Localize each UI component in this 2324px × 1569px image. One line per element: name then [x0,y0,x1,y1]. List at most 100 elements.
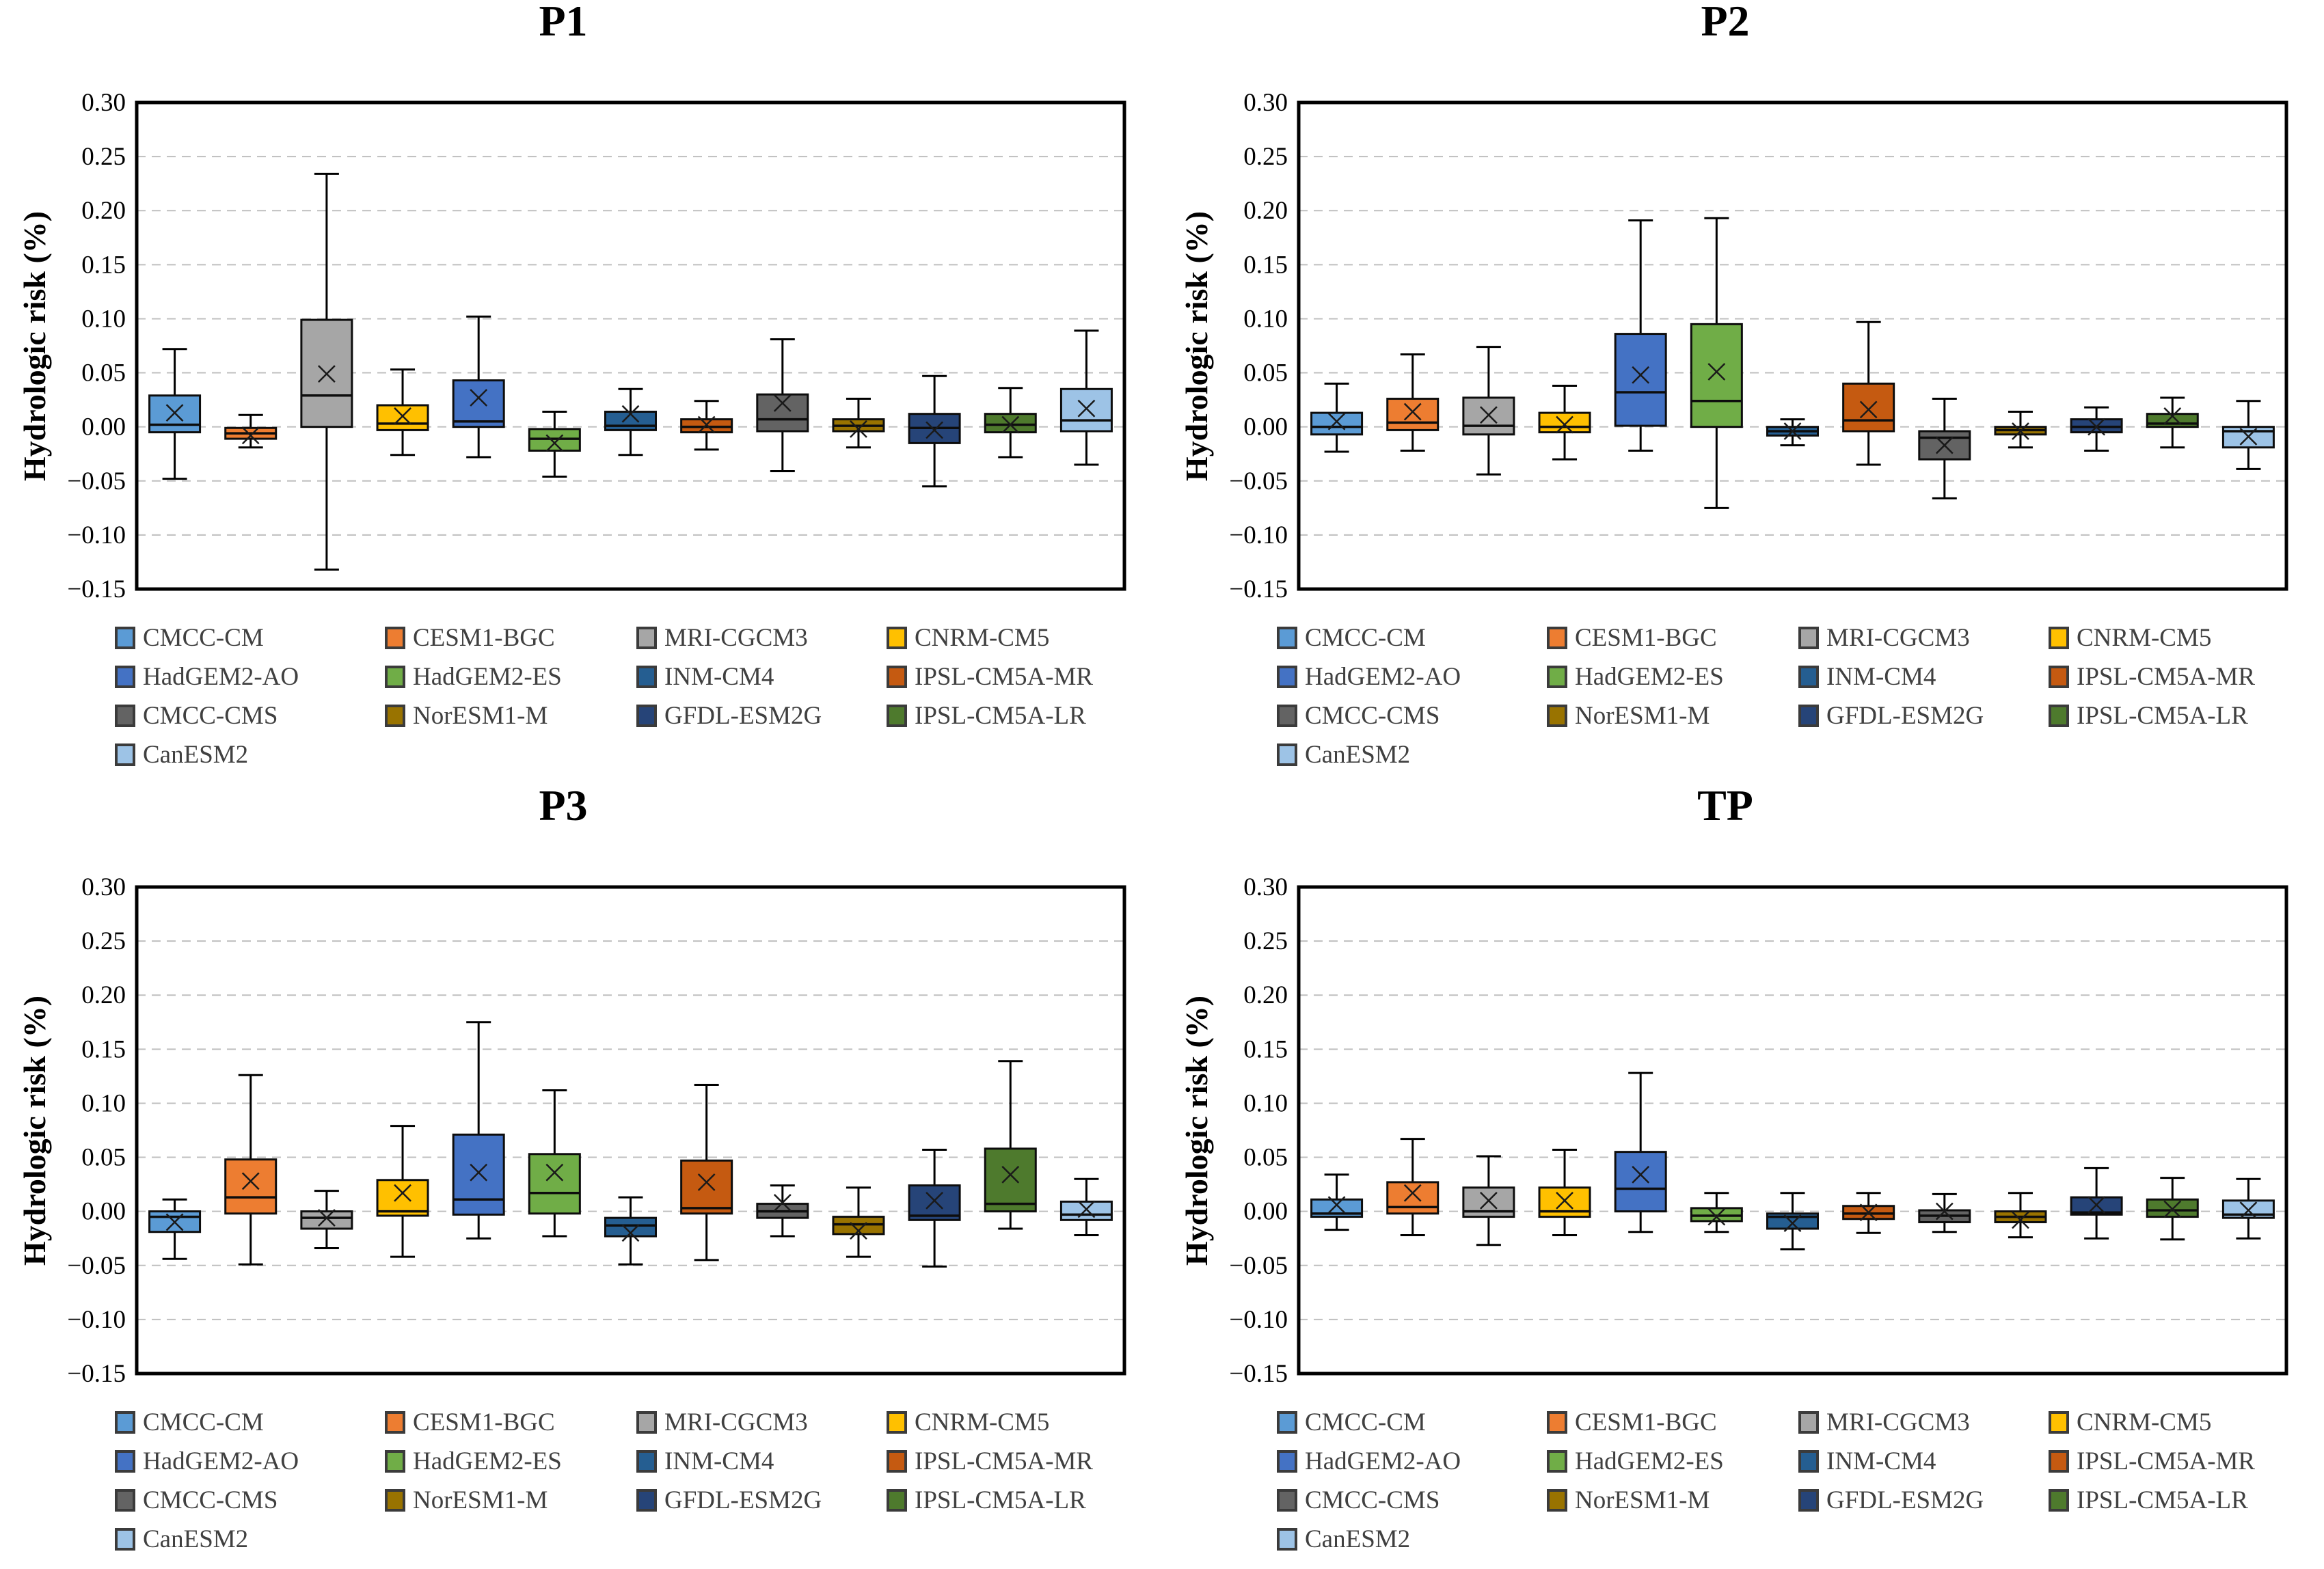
iqr-box [756,393,809,433]
legend-label: INM-CM4 [664,1447,774,1475]
panel-p2: P2 Hydrologic risk (%) 0.30 0.25 0.20 0.15 0… [1162,0,2324,784]
panel-title-p2: P2 [1701,0,1750,45]
box-CNRM-CM5 [376,368,429,456]
mean-marker [1403,403,1422,421]
box-MRI-CGCM3 [1462,346,1515,476]
panel-p1: P1 Hydrologic risk (%) 0.30 0.25 0.20 0.15 0… [0,0,1162,784]
legend-label: IPSL-CM5A-LR [915,1486,1086,1514]
iqr-box [148,1210,202,1233]
mean-marker [1707,363,1726,381]
legend-label: CMCC-CM [143,1408,264,1436]
legend-label: CMCC-CMS [143,701,278,730]
legend-label: IPSL-CM5A-MR [915,1447,1094,1475]
box-NorESM1-M [832,1186,885,1258]
legend-swatch-HadGEM2-AO [1277,665,1297,688]
box-MRI-CGCM3 [300,172,353,571]
legend-item-CESM1-BGC: CESM1-BGC [385,623,555,652]
y-tick-label: −0.15 [1229,1360,1288,1388]
box-NorESM1-M [1994,1192,2047,1239]
y-tick-label: 0.00 [1243,1198,1288,1226]
legend-label: CNRM-CM5 [2077,623,2212,652]
legend-label: CMCC-CMS [143,1486,278,1514]
legend-label: CanESM2 [143,1525,249,1553]
legend-swatch-IPSL-CM5A-LR [2049,704,2069,727]
legend-label: CESM1-BGC [1575,623,1717,652]
iqr-box [1310,411,1364,436]
y-tick-label: 0.20 [1243,197,1288,225]
iqr-box [1059,1200,1113,1221]
legend-swatch-HadGEM2-ES [385,665,405,688]
mean-marker [1556,415,1573,434]
mean-marker [2087,418,2105,436]
panel-p3: P3 Hydrologic risk (%) 0.30 0.25 0.20 0.15 0… [0,781,1162,1569]
y-tick-label: 0.00 [1243,413,1288,441]
box-CMCC-CM [1310,1173,1364,1231]
boxplot-p1: 0.30 0.25 0.20 0.15 0.10 0.05 0.00 −0.05 −0.10 −0… [67,89,1126,603]
legend-swatch-CESM1-BGC [1547,626,1567,649]
legend-swatch-GFDL-ESM2G [636,1488,657,1512]
legend-label: INM-CM4 [1826,662,1936,691]
legend-label: MRI-CGCM3 [1826,623,1970,652]
legend-label: NorESM1-M [413,1486,548,1514]
box-INM-CM4 [604,387,657,456]
box-GFDL-ESM2G [2070,1166,2123,1240]
box-CESM1-BGC [1386,1138,1440,1236]
mean-marker [1935,1202,1954,1220]
legend-item-CanESM2: CanESM2 [115,740,248,769]
mean-marker [2163,407,2182,425]
mean-marker [1859,400,1878,419]
legend-label: CMCC-CM [143,623,264,652]
mean-marker [165,1213,184,1231]
iqr-box [680,1159,733,1215]
legend-item-CanESM2: CanESM2 [1277,1525,1410,1553]
boxplot-p2: 0.30 0.25 0.20 0.15 0.10 0.05 0.00 −0.05 −0.10 −0… [1229,89,2288,603]
legend-item-HadGEM2-AO: HadGEM2-AO [1277,662,1461,691]
legend-swatch-CNRM-CM5 [887,626,907,649]
y-tick-label: −0.10 [1229,1306,1288,1334]
box-CMCC-CM [1310,382,1364,453]
legend-label: CanESM2 [143,740,249,769]
mean-marker [850,420,867,438]
box-HadGEM2-AO [1614,219,1667,452]
box-IPSL-CM5A-LR [2146,396,2199,449]
mean-marker [1859,1203,1878,1222]
y-tick-label: 0.25 [81,927,126,955]
y-tick-label: 0.10 [1243,1089,1288,1117]
legend-swatch-CMCC-CMS [115,704,135,727]
box-HadGEM2-AO [1614,1072,1667,1233]
iqr-box [1538,411,1591,434]
legend-swatch-CMCC-CMS [1277,704,1297,727]
mean-marker [1480,406,1498,424]
y-tick-label: 0.30 [1243,873,1288,901]
iqr-box [528,1153,581,1215]
box-IPSL-CM5A-MR [1842,1192,1895,1234]
iqr-box [984,1147,1037,1213]
legend-item-GFDL-ESM2G: GFDL-ESM2G [636,701,822,730]
mean-marker [1327,412,1346,431]
box-CMCC-CMS [756,1184,809,1238]
legend-swatch-CanESM2 [1277,1527,1297,1551]
legend-swatch-NorESM1-M [385,704,405,727]
legend-label: CESM1-BGC [413,623,555,652]
legend-label: HadGEM2-ES [1575,662,1724,691]
legend-item-IPSL-CM5A-MR: IPSL-CM5A-MR [887,1447,1093,1475]
legend-label: CNRM-CM5 [915,623,1050,652]
box-CanESM2 [1059,1177,1113,1236]
iqr-box [1059,387,1113,433]
y-tick-label: 0.10 [81,305,126,333]
legend-item-NorESM1-M: NorESM1-M [385,1486,548,1514]
legend-item-CMCC-CM: CMCC-CM [115,623,264,652]
mean-marker [2163,1200,2182,1218]
legend-swatch-IPSL-CM5A-MR [2049,1449,2069,1473]
y-tick-label: 0.10 [1243,305,1288,333]
legend-swatch-CMCC-CMS [1277,1488,1297,1512]
legend-swatch-NorESM1-M [385,1488,405,1512]
box-CanESM2 [2221,1177,2275,1240]
legend-label: CESM1-BGC [1575,1408,1717,1436]
legend-swatch-INM-CM4 [1798,665,1819,688]
legend-label: MRI-CGCM3 [664,1408,808,1436]
plot-frame [1297,100,2288,591]
legend-item-MRI-CGCM3: MRI-CGCM3 [1798,623,1970,652]
iqr-box [452,1133,505,1216]
box-HadGEM2-AO [452,315,505,459]
